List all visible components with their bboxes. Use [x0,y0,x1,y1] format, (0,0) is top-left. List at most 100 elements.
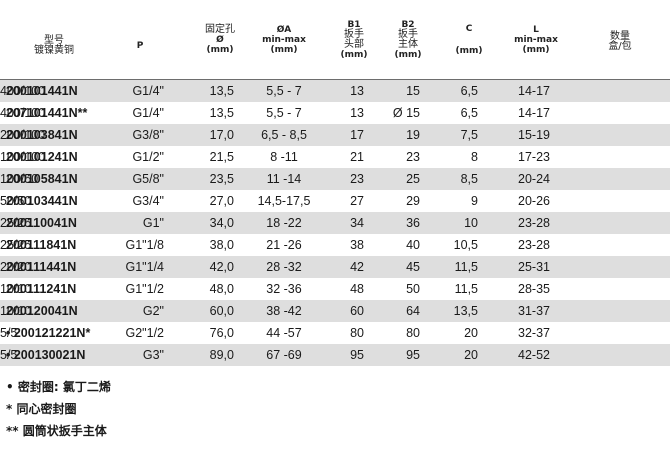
cell-b1: 17 [350,128,364,142]
cell-hole: 13,5 [209,84,234,98]
cell-code: 200111441N [6,260,77,274]
header-c: C (mm) [444,0,494,79]
cell-hole: 42,0 [209,260,234,274]
cell-hole: 60,0 [209,304,234,318]
header-pack-line: 数量 [610,30,630,42]
cell-hole: 48,0 [209,282,234,296]
cell-a: 14,5-17,5 [257,194,311,208]
table-row: • 200121221N* G2"1/2 76,0 44 -57 80 80 20 32-37… [0,322,670,344]
cell-b2: 23 [406,150,420,164]
cell-pack: 100/100 [0,150,46,164]
cell-b1: 80 [350,326,364,340]
header-code: 型号 镀镍黄铜 [0,0,108,85]
cell-b1: 27 [350,194,364,208]
cell-b1: 34 [350,216,364,230]
header-code-line: 镀镍黄铜 [34,44,74,56]
cell-b1: 13 [350,106,364,120]
cell-l: 32-37 [518,326,550,340]
cell-b1: 60 [350,304,364,318]
header-hole-line: (mm) [206,44,234,55]
header-a-line: ØA [276,24,292,35]
cell-pack: 50/50 [0,194,32,208]
cell-a: 32 -36 [266,282,302,296]
cell-p: G1"1/2 [125,282,165,296]
cell-b2: 29 [406,194,420,208]
cell-code: • 200121221N* [6,326,91,340]
cell-b2: 64 [406,304,420,318]
cell-c: 11,5 [454,282,478,296]
cell-pack: 100/50 [0,172,39,186]
cell-p: G5/8" [132,172,164,186]
cell-b2: 19 [406,128,420,142]
header-l-line: (mm) [522,44,550,55]
cell-pack: 20/20 [0,260,32,274]
header-b1-line: (mm) [340,49,368,60]
cell-b1: 38 [350,238,364,252]
cell-l: 28-35 [518,282,550,296]
cell-c: 8 [471,150,478,164]
cell-b2: 45 [406,260,420,274]
header-l: L min-max (mm) [506,0,566,79]
cell-l: 42-52 [518,348,550,362]
cell-c: 13,5 [453,304,478,318]
cell-pack: 400/100 [0,106,46,120]
cell-code: 200111841N [6,238,77,252]
table-row: 200105841N G5/8" 23,5 11 -14 23 25 8,5 20-24 100… [0,168,670,190]
cell-l: 31-37 [518,304,550,318]
cell-pack: 200/100 [0,128,46,142]
cell-l: 23-28 [518,216,550,230]
cell-p: G2"1/2 [125,326,165,340]
cell-a: 8 -11 [270,150,298,164]
cell-l: 25-31 [518,260,550,274]
cell-c: 7,5 [460,128,478,142]
cell-c: 6,5 [460,84,478,98]
cell-p: G3/4" [132,194,164,208]
cell-l: 14-17 [518,106,550,120]
cell-c: 6,5 [460,106,478,120]
cell-b2: 36 [406,216,420,230]
cell-c: 20 [464,348,478,362]
cell-hole: 34,0 [209,216,234,230]
header-a: ØA min-max (mm) [252,0,316,79]
cell-code: 200105841N [6,172,78,186]
header-p-line: P [136,40,144,51]
table-row: 200101241N G1/2" 21,5 8 -11 21 23 8 17-23 100/10… [0,146,670,168]
cell-p: G1/2" [132,150,164,164]
cell-a: 11 -14 [266,172,302,186]
cell-b1: 48 [350,282,364,296]
table-header: 型号 镀镍黄铜 P 固定孔 Ø (mm) ØA min-max (mm) B1 … [0,0,670,79]
header-b2-line: B2 [401,19,415,30]
header-pack-line: 盒/包 [608,40,632,52]
cell-hole: 21,5 [209,150,234,164]
header-b1: B1 扳手 头部 (mm) [332,0,376,79]
cell-pack: 25/25 [0,216,32,230]
table-row: 200111841N G1"1/8 38,0 21 -26 38 40 10,5 23-28 2… [0,234,670,256]
cell-c: 20 [464,326,478,340]
cell-a: 5,5 - 7 [266,84,302,98]
header-l-line: L [533,24,539,35]
cell-code: 200101441N [6,84,78,98]
cell-b2: 40 [406,238,420,252]
header-b1-line: 头部 [344,38,364,50]
cell-code: 207101441N** [6,106,88,120]
cell-a: 44 -57 [266,326,302,340]
cell-code: 200103841N [6,128,78,142]
header-b2-line: 主体 [398,38,418,50]
cell-b2: 15 [406,84,420,98]
cell-c: 10 [464,216,478,230]
cell-c: 11,5 [454,260,478,274]
cell-p: G1"1/8 [125,238,165,252]
cell-l: 17-23 [518,150,550,164]
header-l-line: min-max [514,34,558,45]
header-c-line: (mm) [455,45,483,56]
cell-p: G3/8" [132,128,164,142]
cell-l: 14-17 [518,84,550,98]
cell-pack: 5/5 [0,348,18,362]
cell-b1: 21 [350,150,364,164]
cell-b1: 42 [350,260,364,274]
cell-b1: 23 [350,172,364,186]
table-row: • 200130021N G3" 89,0 67 -69 95 95 20 42-52 5/5 [0,344,670,366]
cell-b2: 80 [406,326,420,340]
cell-b1: 13 [350,84,364,98]
cell-p: G1/4" [132,84,164,98]
